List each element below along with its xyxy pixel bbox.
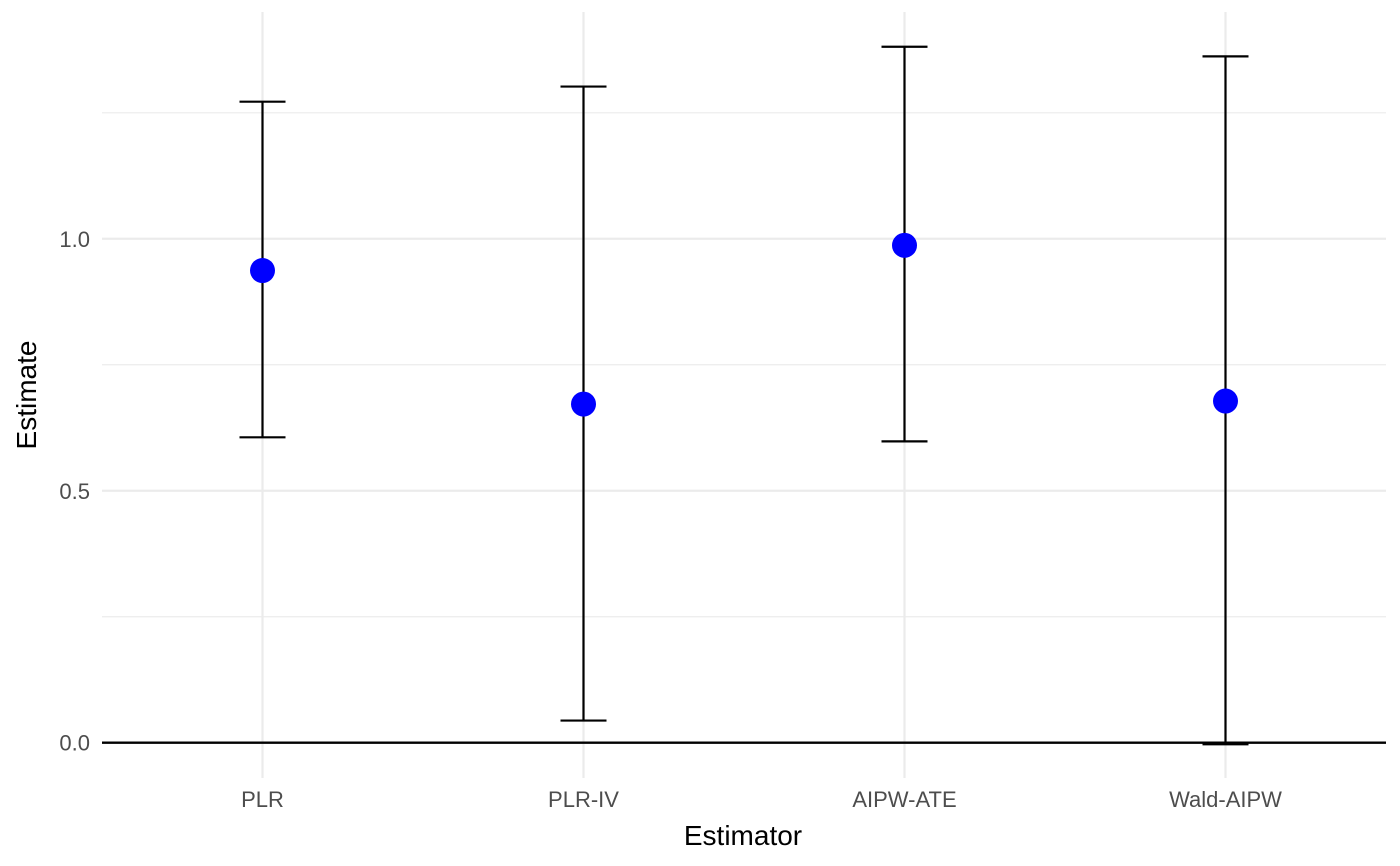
estimate-points: [250, 232, 1238, 417]
y-axis-title: Estimate: [11, 341, 42, 450]
x-tick-label: PLR-IV: [548, 787, 619, 812]
x-tick-label: PLR: [241, 787, 284, 812]
y-tick-label: 0.5: [59, 479, 90, 504]
estimate-point: [571, 391, 596, 417]
estimate-point: [1213, 388, 1238, 414]
grid-lines: [102, 12, 1386, 778]
x-tick-label: AIPW-ATE: [852, 787, 956, 812]
y-tick-labels: 0.0 0.5 1.0: [59, 227, 90, 756]
x-tick-labels: PLR PLR-IV AIPW-ATE Wald-AIPW: [241, 787, 1282, 812]
error-bars: [239, 45, 1249, 746]
x-tick-label: Wald-AIPW: [1169, 787, 1282, 812]
y-tick-label: 1.0: [59, 227, 90, 252]
y-tick-label: 0.0: [59, 731, 90, 756]
estimate-point: [892, 232, 917, 258]
estimate-point: [250, 258, 275, 284]
x-axis-title: Estimator: [684, 820, 802, 851]
